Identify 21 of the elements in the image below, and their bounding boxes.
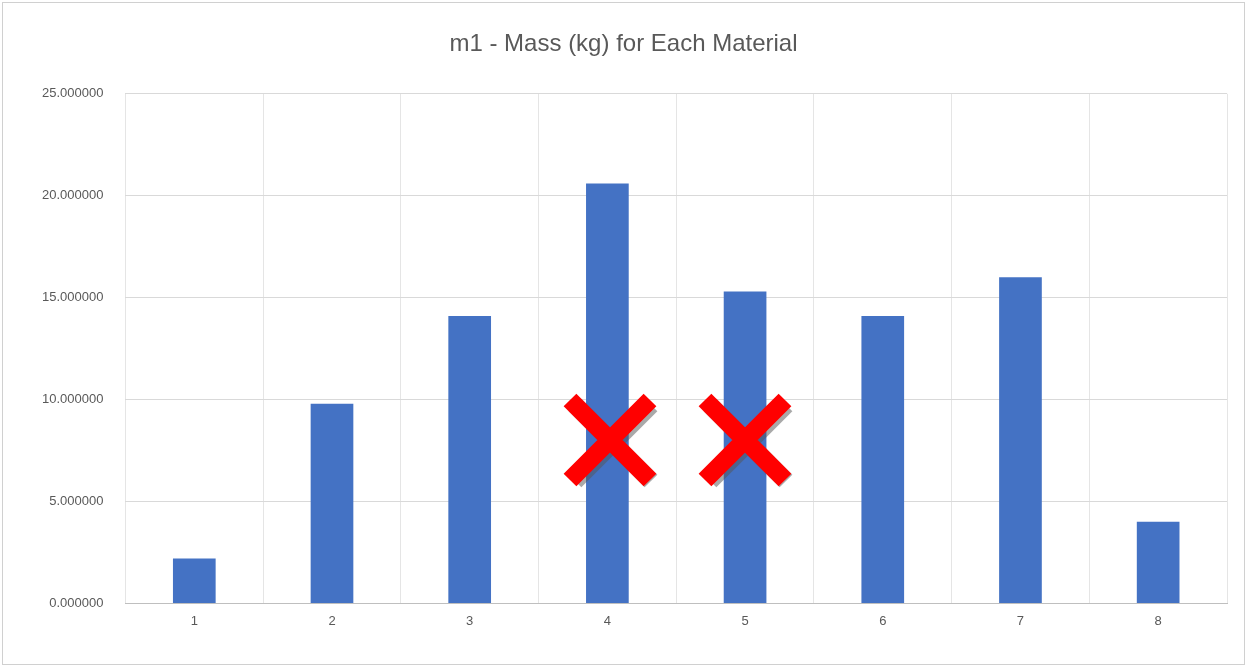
bar	[448, 315, 492, 603]
x-tick-label: 1	[190, 612, 198, 628]
bar	[999, 277, 1042, 603]
bar	[861, 315, 905, 603]
x-tick-label: 5	[741, 612, 749, 628]
chart-title: m1 - Mass (kg) for Each Material	[449, 29, 798, 57]
x-tick-label: 8	[1154, 612, 1162, 628]
y-tick-label: 0.000000	[49, 594, 104, 610]
y-tick-label: 10.000000	[42, 391, 104, 407]
y-tick-label: 25.000000	[42, 85, 104, 101]
x-tick-label: 6	[879, 612, 887, 628]
bar	[310, 403, 354, 603]
x-tick-label: 7	[1016, 612, 1025, 628]
y-tick-label: 15.000000	[42, 289, 104, 305]
bar	[172, 558, 216, 603]
x-tick-label: 3	[466, 612, 474, 628]
x-tick-label: 4	[603, 612, 611, 628]
y-tick-label: 20.000000	[42, 187, 104, 203]
x-tick-label: 2	[328, 612, 336, 628]
y-tick-label: 5.000000	[49, 493, 104, 509]
bar	[1136, 521, 1180, 603]
